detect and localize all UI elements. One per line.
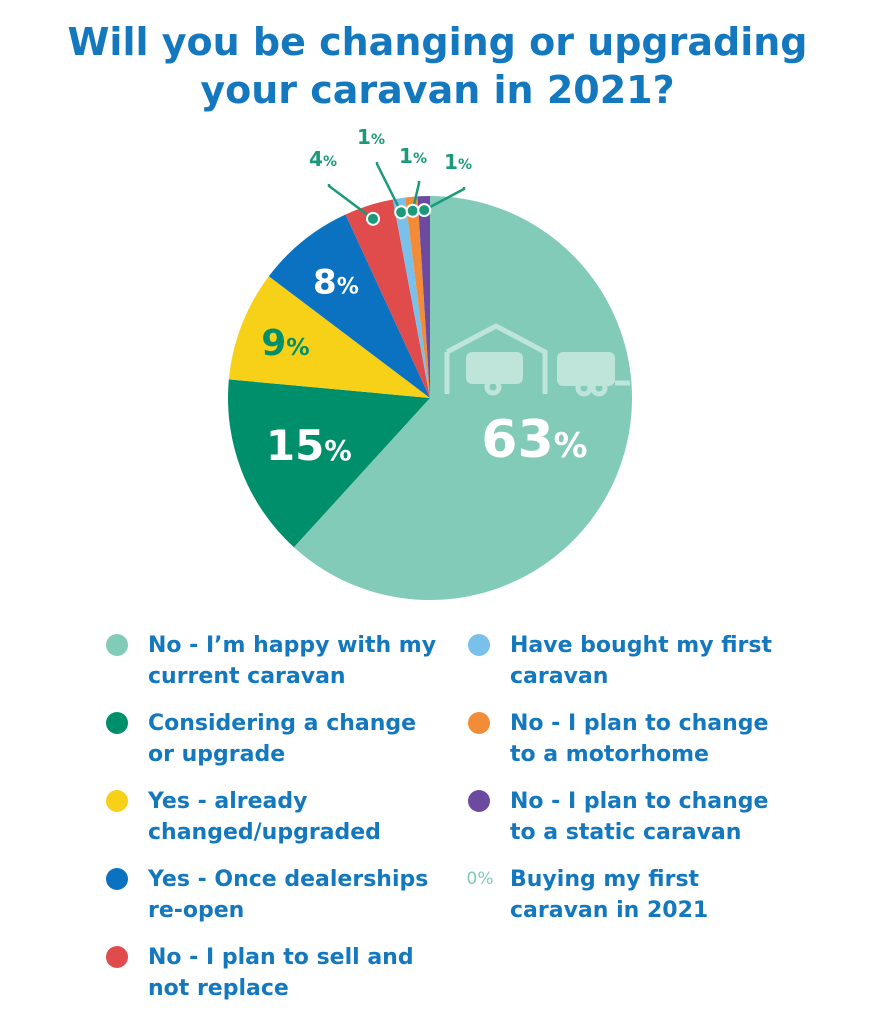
pie-slice	[392, 197, 430, 398]
pie-slice	[228, 379, 430, 548]
callout-label: 1%	[357, 125, 385, 149]
legend-item: Have bought my first caravan	[468, 630, 828, 708]
legend-label-line-1: Considering a change	[148, 711, 417, 736]
legend-swatch	[106, 634, 128, 656]
legend-item: Considering a change or upgrade	[106, 708, 446, 786]
legend-label-line-1: Yes - Once dealerships	[148, 867, 429, 892]
garage-caravan-icon	[444, 323, 548, 396]
chart-title-line-2: your caravan in 2021?	[200, 68, 675, 112]
legend-label-line-2: caravan	[510, 664, 609, 689]
legend-item: Yes - already changed/upgraded	[106, 786, 446, 864]
legend-item: No - I plan to change to a motorhome	[468, 708, 828, 786]
callout-line	[327, 184, 374, 220]
callout-label: 4%	[309, 147, 337, 171]
legend-label-line-2: to a motorhome	[510, 742, 709, 767]
legend-right-column: Have bought my first caravan No - I plan t…	[467, 630, 828, 942]
legend-label-line-2: caravan in 2021	[510, 898, 709, 923]
legend-left-column: No - I’m happy with my current caravan Con…	[106, 630, 446, 1020]
caravan-icons	[444, 323, 630, 397]
pie-slice	[417, 196, 430, 398]
callout-dot	[417, 203, 432, 218]
legend-swatch	[468, 634, 490, 656]
legend-swatch	[106, 946, 128, 968]
callout-dot	[366, 211, 381, 226]
pie-slice	[293, 196, 632, 600]
callout-line	[423, 187, 466, 212]
slice-value-label: 9%	[261, 323, 310, 364]
legend-item: No - I plan to change to a static caravan	[468, 786, 828, 864]
callout-line	[375, 162, 403, 213]
legend-label-line-2: re-open	[148, 898, 245, 923]
legend-item: 0% Buying my first caravan in 2021	[467, 864, 828, 942]
chart-title: Will you be changing or upgrading your c…	[0, 18, 875, 114]
pie-slice	[405, 196, 430, 398]
slice-value-label: 15%	[266, 421, 352, 470]
legend-label-line-1: No - I plan to change	[510, 711, 769, 736]
callout-label: 1%	[399, 144, 427, 168]
pie-slice	[345, 199, 430, 398]
legend-label-line-1: No - I plan to sell and	[148, 945, 414, 970]
callout-dot	[405, 203, 420, 218]
pie-slices	[228, 196, 632, 600]
pie-slice	[228, 276, 430, 398]
legend-swatch	[106, 790, 128, 812]
legend-item: No - I’m happy with my current caravan	[106, 630, 446, 708]
slice-value-label: 8%	[313, 262, 359, 302]
callout-dot	[394, 205, 409, 220]
legend-label-line-2: to a static caravan	[510, 820, 742, 845]
legend-label-line-2: current caravan	[148, 664, 346, 689]
chart-title-line-1: Will you be changing or upgrading	[67, 20, 808, 64]
slice-callouts: 4% 1% 1% 1%	[309, 125, 472, 226]
legend-label-line-2: changed/upgraded	[148, 820, 381, 845]
pie-chart: 63% 15% 9%8% 4% 1% 1% 1%	[228, 125, 632, 600]
slice-value-label: 63%	[481, 410, 587, 470]
legend-label-line-1: No - I’m happy with my	[148, 633, 437, 658]
legend-label-line-1: Have bought my first	[510, 633, 772, 658]
legend-item: Yes - Once dealerships re-open	[106, 864, 446, 942]
callout-line	[411, 181, 421, 212]
legend-label-line-1: Buying my first	[510, 867, 700, 892]
legend-label-line-1: Yes - already	[148, 789, 308, 814]
legend-item: No - I plan to sell and not replace	[106, 942, 446, 1020]
legend-label-line-2: or upgrade	[148, 742, 286, 767]
legend-swatch	[468, 712, 490, 734]
legend-swatch	[106, 712, 128, 734]
caravan-icon	[557, 352, 630, 397]
callout-label: 1%	[444, 150, 472, 174]
legend-label-line-1: No - I plan to change	[510, 789, 769, 814]
pie-slice	[268, 214, 430, 398]
legend-zero-value: 0%	[466, 869, 494, 889]
legend-label-line-2: not replace	[148, 976, 289, 1001]
slice-labels: 63% 15% 9%8%	[261, 262, 587, 470]
legend-swatch	[106, 868, 128, 890]
legend-swatch	[468, 790, 490, 812]
